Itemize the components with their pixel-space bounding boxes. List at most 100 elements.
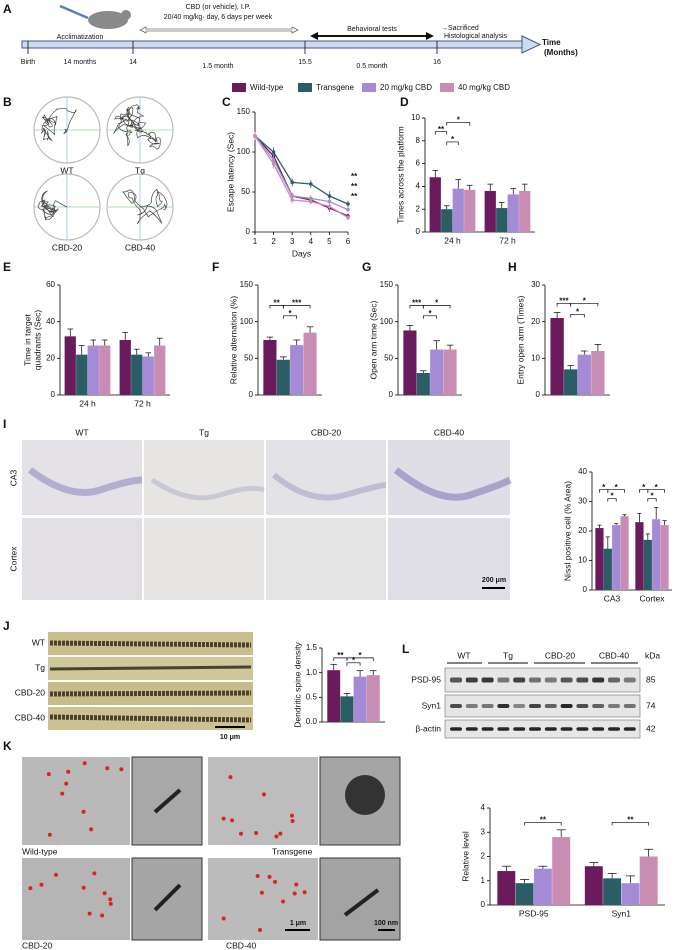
y-tick-label: 50 [384,353,393,362]
bar [403,330,417,395]
bar [550,318,564,395]
blot-band [529,704,541,708]
bar [353,676,367,722]
legend-swatch [362,83,376,92]
significance: * [602,483,606,492]
timeline-text: Histological analysis [444,33,508,40]
timeline-text: 0.5 month [356,63,387,70]
lane-label: CBD-20 [545,650,576,660]
point [290,198,295,202]
scale-label: 10 μm [220,734,240,741]
lane-label: Tg [503,650,513,660]
lane-label: WT [457,650,470,660]
y-axis-label: Relative level [460,831,470,882]
bar [464,189,476,232]
em-marker [228,775,233,780]
blot-band [623,677,636,683]
significance-bracket [607,489,625,493]
y-tick-label: 100 [240,317,254,326]
series-line [254,135,349,219]
y-tick-label: 0 [389,390,394,399]
em-marker [105,766,110,771]
significance: * [457,116,461,125]
em-marker [66,769,71,774]
y-tick-label: 150 [380,280,394,289]
band-kda: 42 [646,723,656,733]
em-marker [255,874,260,879]
point [327,204,332,209]
em-marker [46,772,51,777]
panel-label: A [3,2,12,16]
y-tick-label: 3 [481,827,486,836]
time-arrow [521,35,542,54]
y-axis-label: Dendritic spine density [292,641,302,727]
blot-band [481,704,494,708]
blot-band [608,727,620,731]
legend-swatch [298,83,312,92]
y-tick-label: 4 [481,803,486,812]
y-tick-label: 40 [578,467,587,476]
dendrite [49,640,252,648]
significance: *** [292,299,302,308]
em-marker [294,882,299,887]
series-line [254,135,349,211]
significance-bracket [346,657,374,661]
y-axis-label: Relative alternation (%) [228,296,238,385]
blot-band [465,677,478,683]
em-marker [230,818,235,823]
bar [443,349,457,395]
y-tick-label: 1.5 [306,643,318,652]
bar [519,190,531,232]
legend-label: 20 mg/kg CBD [380,83,432,92]
bar [577,354,591,395]
bar [639,856,658,905]
x-tick-label: 72 h [134,398,151,408]
panel-label: I [3,417,6,431]
panel-label: G [362,260,371,274]
band-kda: 85 [646,674,656,684]
panel-label: H [508,260,517,274]
blot-band [544,704,557,708]
micrograph [208,757,318,845]
timeline: Acclimatization CBD (or vehicle), I.P. 2… [21,4,578,70]
bar [303,332,317,395]
y-axis-label: Time in target [22,314,32,366]
y-tick-label: 1 [481,876,486,885]
row-label: Cortex [8,546,18,572]
x-tick-label: 5 [327,237,332,246]
maze-label: WT [60,165,73,175]
bar [621,883,640,905]
y-axis-label: Times across the platform [395,126,405,223]
cell-layer [393,467,512,501]
x-axis-label: Days [292,248,311,258]
panel-label: E [3,260,11,274]
bar [643,539,652,590]
significance: ** [540,816,547,825]
blot-band [497,677,510,683]
y-tick-label: 20 [531,317,540,326]
bar [564,369,578,395]
significance-bracket [570,313,585,318]
synapse [345,775,385,815]
row-label: Tg [35,662,45,672]
y-tick-label: 0 [481,900,486,909]
significance-bracket [422,315,438,319]
legend-label: 40 mg/kg CBD [458,83,510,92]
mouse [88,11,128,29]
scale-label: 100 nm [374,920,398,927]
period-arrow [139,26,299,34]
bar [142,356,154,395]
x-tick-label: 72 h [499,235,516,245]
blot-band [576,704,589,708]
timeline-text: 20/40 mg/kg· day, 6 days per week [164,14,273,21]
significance-bracket [570,302,599,307]
significance-bracket [434,131,448,135]
micrograph [144,518,264,600]
image-label: Transgene [272,846,313,856]
x-tick-label: CA3 [604,593,621,603]
point [271,150,276,154]
em-marker [267,874,272,879]
bar [595,528,604,590]
y-tick-label: 4 [416,182,421,191]
